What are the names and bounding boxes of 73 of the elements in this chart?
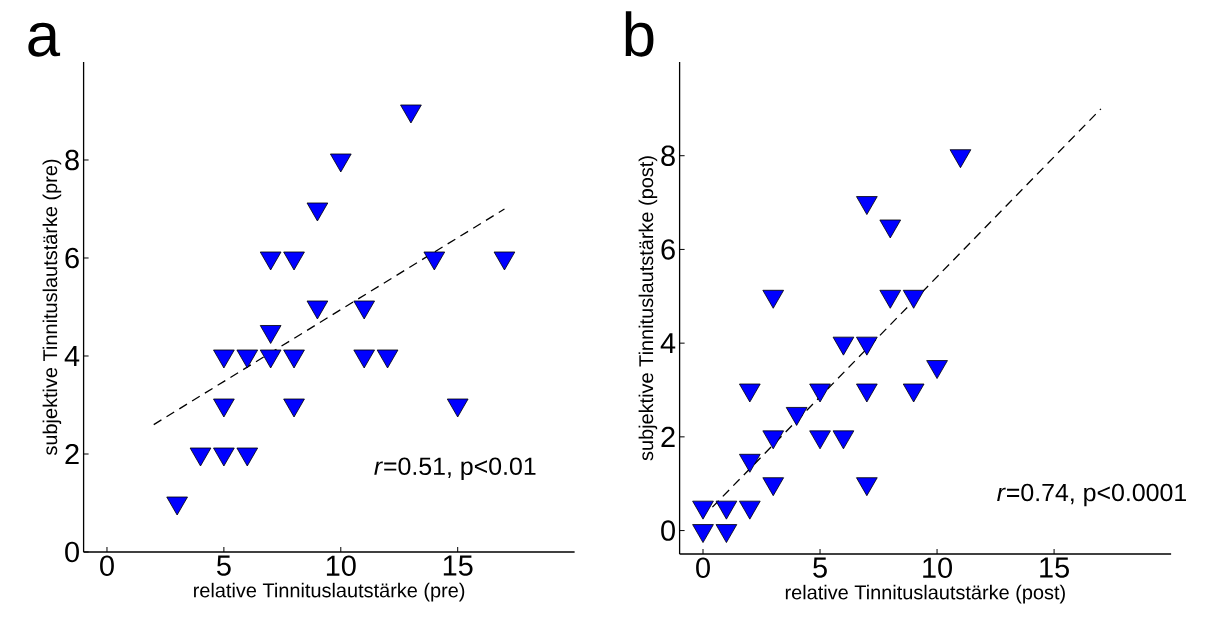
point — [832, 430, 855, 450]
point — [259, 349, 282, 369]
point — [236, 447, 259, 467]
point — [213, 447, 235, 467]
point — [949, 149, 972, 169]
x-tick-label: 15 — [1040, 557, 1069, 578]
point — [762, 430, 785, 450]
point — [353, 349, 375, 369]
y-axis-title: subjektive Tinnituslautstärke (pre) — [42, 159, 62, 456]
point — [353, 300, 375, 320]
point — [400, 104, 422, 124]
chart-title: a — [28, 22, 61, 57]
x-axis-title: relative Tinnituslautstärke (post) — [785, 584, 1065, 604]
point — [330, 153, 352, 173]
point — [692, 524, 714, 543]
point — [879, 289, 902, 309]
point — [446, 398, 469, 418]
point — [306, 202, 329, 222]
x-tick-label: 0 — [696, 557, 710, 578]
point — [739, 453, 761, 473]
point — [832, 336, 855, 356]
point — [856, 477, 878, 497]
y-tick-label: 2 — [661, 426, 675, 447]
point — [715, 524, 738, 543]
x-tick-label: 0 — [100, 555, 114, 576]
y-tick-label: 6 — [661, 239, 675, 260]
point — [715, 500, 738, 520]
point — [259, 325, 282, 344]
point — [213, 398, 235, 418]
point — [809, 430, 831, 450]
y-tick-label: 4 — [660, 333, 676, 354]
point — [236, 349, 259, 369]
point — [762, 289, 785, 309]
x-tick-label: 15 — [443, 555, 473, 576]
annotation: r=0.51, p<0.01 — [374, 457, 536, 480]
point — [189, 447, 212, 467]
point — [166, 496, 188, 516]
point — [926, 360, 948, 379]
y-axis-title: subjektive Tinnituslautstärke (post) — [638, 156, 658, 461]
annotation: r=0.74, p<0.0001 — [997, 483, 1186, 507]
point — [762, 477, 785, 497]
point — [739, 500, 761, 520]
point — [856, 336, 878, 356]
point — [213, 349, 235, 369]
point — [856, 196, 878, 215]
y-tick-label: 8 — [661, 145, 675, 166]
point — [785, 407, 808, 426]
x-tick-label: 5 — [217, 555, 231, 576]
point — [306, 300, 329, 320]
chart-title: b — [625, 11, 654, 57]
x-tick-label: 10 — [326, 555, 356, 576]
point — [283, 398, 305, 418]
x-axis-title: relative Tinnituslautstärke (pre) — [194, 582, 465, 602]
point — [739, 383, 761, 403]
point — [423, 251, 446, 271]
point — [376, 349, 399, 369]
point — [259, 251, 282, 271]
point — [902, 383, 925, 403]
y-tick-label: 8 — [65, 149, 79, 171]
x-tick-label: 5 — [813, 557, 827, 578]
y-tick-label: 0 — [661, 520, 675, 541]
point — [692, 500, 714, 520]
point — [493, 251, 516, 271]
point — [283, 251, 305, 271]
point — [283, 349, 305, 369]
point — [902, 289, 925, 309]
point — [879, 219, 902, 239]
x-tick-label: 10 — [923, 557, 952, 578]
y-tick-label: 4 — [64, 346, 80, 366]
point — [856, 383, 878, 403]
y-tick-label: 6 — [65, 247, 79, 269]
point — [809, 383, 831, 403]
y-tick-label: 2 — [65, 443, 79, 465]
